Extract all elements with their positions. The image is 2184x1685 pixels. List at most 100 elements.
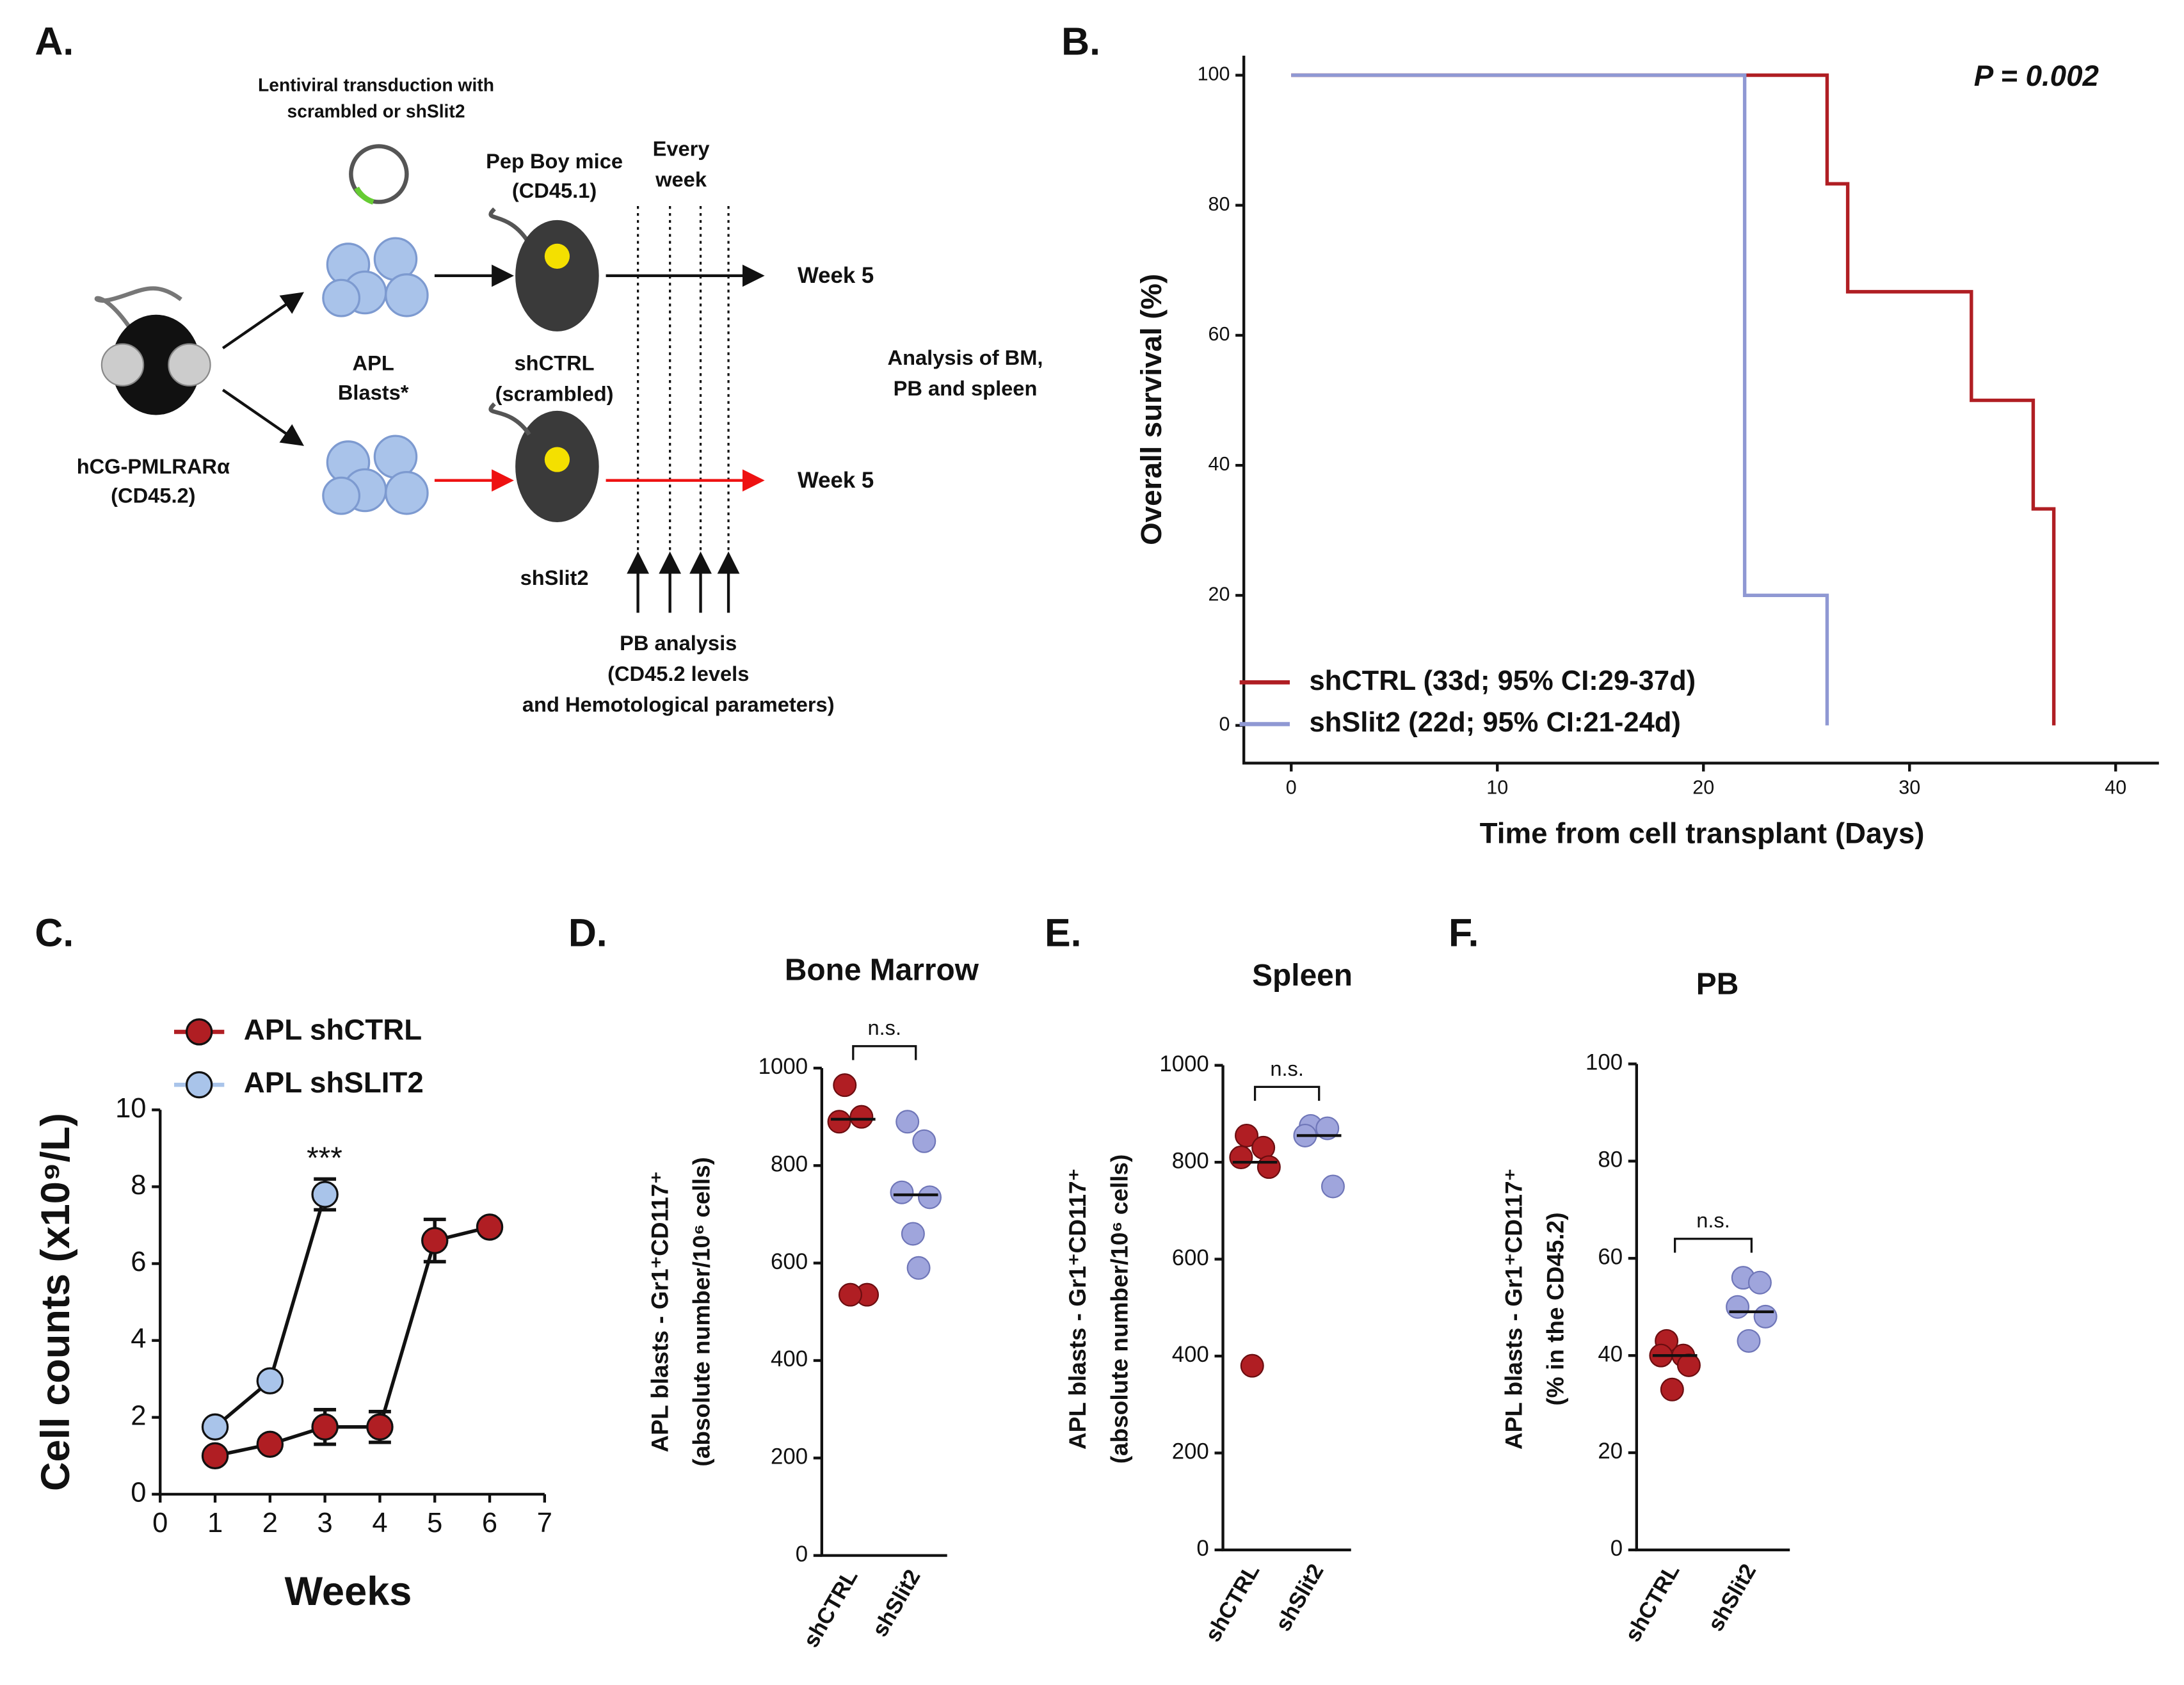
data-point — [1726, 1295, 1750, 1319]
y-tick-label: 40 — [1598, 1341, 1623, 1366]
label: Lentiviral transduction with — [258, 74, 494, 95]
series-line — [214, 1225, 490, 1458]
data-point — [1676, 1353, 1701, 1377]
x-tick-label: shCTRL — [1200, 1560, 1264, 1646]
cells — [322, 237, 429, 515]
mouse — [111, 314, 201, 415]
data-point — [366, 1413, 394, 1441]
arrow — [221, 292, 305, 349]
data-point — [912, 1129, 936, 1153]
y-tick-label: 80 — [1598, 1147, 1623, 1172]
panel-label: D. — [568, 911, 607, 954]
data-point — [256, 1430, 284, 1458]
legend-marker — [185, 1071, 213, 1099]
y-tick-label: 6 — [131, 1247, 146, 1277]
y-tick-label: 400 — [1172, 1342, 1209, 1367]
significance-bracket — [1253, 1085, 1321, 1101]
data-point — [1235, 1123, 1259, 1147]
data-point — [1229, 1146, 1253, 1170]
x-tick-label: 20 — [1692, 777, 1714, 799]
label: week — [655, 168, 707, 191]
data-point — [901, 1222, 925, 1246]
y-axis-label: (absolute number/10⁶ cells) — [689, 1157, 715, 1467]
label: and Hemotological parameters) — [522, 692, 835, 716]
y-tick-label: 60 — [1598, 1244, 1623, 1269]
y-tick-label: 200 — [771, 1444, 808, 1469]
data-point — [827, 1110, 851, 1134]
x-tick-label: 40 — [2105, 777, 2126, 799]
x-tick-label: 30 — [1899, 777, 1920, 799]
significance-bracket — [1674, 1238, 1753, 1253]
annotation: P = 0.002 — [1974, 60, 2099, 92]
y-tick-label: 1000 — [759, 1054, 808, 1079]
label: Week 5 — [798, 468, 874, 493]
y-axis-label: (% in the CD45.2) — [1543, 1212, 1569, 1405]
y-tick-label: 100 — [1586, 1050, 1623, 1075]
label: shSlit2 — [520, 566, 589, 589]
label: hCG-PMLRARα — [77, 454, 230, 478]
data-point — [1321, 1174, 1345, 1199]
y-tick-label: 8 — [131, 1170, 146, 1201]
data-point — [256, 1367, 284, 1394]
y-tick-label: 0 — [1196, 1536, 1208, 1561]
week-lines — [636, 206, 730, 613]
panel-label: A. — [35, 20, 74, 63]
arrow — [221, 388, 305, 446]
data-point — [476, 1213, 504, 1241]
data-point — [895, 1110, 920, 1134]
data-point — [890, 1180, 914, 1204]
label: scrambled or shSlit2 — [287, 101, 465, 122]
data-point — [906, 1256, 931, 1280]
ear — [168, 343, 211, 387]
y-tick-label: 800 — [1172, 1148, 1209, 1173]
data-point — [1257, 1155, 1281, 1179]
significance-bracket — [852, 1045, 917, 1060]
legend-label: shSlit2 (22d; 95% CI:21-24d) — [1309, 707, 1680, 738]
data-point — [838, 1282, 862, 1307]
y-axis-label: APL blasts - Gr1⁺CD117⁺ — [1500, 1169, 1527, 1449]
y-tick-label: 400 — [771, 1346, 808, 1371]
survival-curve — [1291, 73, 1829, 726]
y-axis-label: (absolute number/10⁶ cells) — [1106, 1154, 1132, 1464]
label: Blasts* — [338, 380, 409, 404]
label: shCTRL — [515, 351, 595, 375]
legend-label: APL shSLIT2 — [244, 1066, 424, 1099]
y-tick-label: 40 — [1208, 453, 1230, 475]
x-tick-label: shSlit2 — [867, 1565, 926, 1641]
x-tick-label: 1 — [207, 1508, 223, 1538]
data-point — [421, 1227, 449, 1254]
data-point — [849, 1105, 874, 1129]
chart-title: Spleen — [1252, 959, 1353, 993]
y-tick-label: 0 — [1610, 1536, 1623, 1561]
annotation: *** — [307, 1141, 342, 1175]
y-tick-label: 4 — [131, 1323, 146, 1354]
legend-marker — [185, 1018, 213, 1046]
y-tick-label: 1000 — [1159, 1051, 1208, 1076]
x-tick-label: 2 — [262, 1508, 278, 1538]
y-tick-label: 200 — [1172, 1439, 1209, 1464]
data-point — [1315, 1116, 1340, 1140]
y-tick-label: 10 — [115, 1093, 146, 1124]
mouse — [488, 207, 599, 523]
x-tick-label: shSlit2 — [1271, 1560, 1329, 1635]
legend-label: shCTRL (33d; 95% CI:29-37d) — [1309, 666, 1696, 696]
x-tick-label: shSlit2 — [1703, 1560, 1761, 1635]
data-point — [201, 1413, 229, 1441]
label: Analysis of BM, — [888, 346, 1043, 369]
up-arrows — [627, 551, 740, 613]
y-tick-label: 0 — [1219, 714, 1230, 735]
plasmid — [349, 144, 409, 204]
label: Week 5 — [798, 263, 874, 288]
label: Every — [653, 137, 710, 161]
plasmid-insert — [354, 186, 374, 205]
data-point — [201, 1442, 229, 1470]
y-tick-label: 20 — [1208, 583, 1230, 605]
ear — [100, 343, 145, 387]
label: (CD45.1) — [512, 179, 597, 202]
x-axis-label: Weeks — [285, 1569, 412, 1614]
y-axis-label: Cell counts (x10⁹/L) — [33, 1113, 78, 1491]
panel-label: B. — [1061, 20, 1100, 63]
data-point — [311, 1181, 339, 1208]
panel-label: F. — [1449, 911, 1479, 954]
label: (CD45.2 levels — [607, 662, 749, 685]
